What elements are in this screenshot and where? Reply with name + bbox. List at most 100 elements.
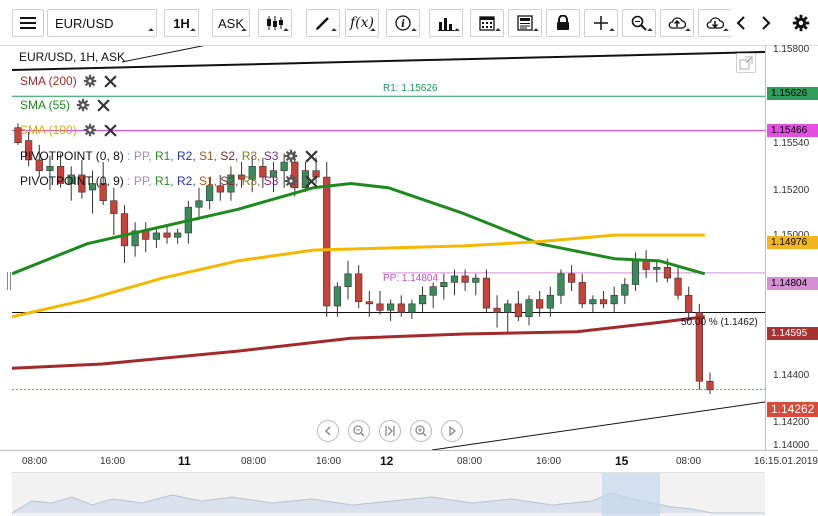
- close-icon[interactable]: [104, 74, 117, 88]
- settings-button[interactable]: [790, 9, 812, 37]
- close-icon[interactable]: [104, 123, 117, 137]
- pivot-item-label: R2,: [173, 149, 196, 163]
- pivot-item-label: S2,: [217, 149, 239, 163]
- legend-pivot-2[interactable]: PIVOTPOINT (0, 9) : PP, R1, R2, S1, S2, …: [20, 174, 319, 188]
- zoom-button[interactable]: [622, 9, 656, 37]
- candle-body: [35, 159, 43, 171]
- gear-icon[interactable]: [76, 98, 90, 112]
- candle-body: [355, 273, 363, 303]
- candle-body: [88, 183, 97, 191]
- candle-body: [259, 166, 267, 178]
- candle-body: [152, 232, 161, 240]
- chevron-right-icon: [762, 16, 771, 30]
- pp-annotation: PP: 1.14804: [383, 273, 439, 284]
- pivot-item-label: R3,: [238, 174, 261, 188]
- x-tick-label: 16:00: [536, 456, 562, 467]
- candle-body: [195, 200, 203, 208]
- overview-navigator[interactable]: [11, 472, 765, 516]
- gear-icon[interactable]: [284, 149, 298, 163]
- candle-body: [78, 174, 86, 193]
- close-icon[interactable]: [305, 174, 319, 188]
- candle-body: [706, 380, 714, 391]
- interval-label: 1H: [173, 15, 190, 31]
- candle-body: [685, 294, 693, 313]
- crosshair-button[interactable]: [584, 9, 618, 37]
- gear-icon[interactable]: [284, 174, 298, 188]
- popout-icon: [739, 56, 753, 70]
- y-tick-label: 1.14400: [773, 370, 810, 381]
- news-button[interactable]: [508, 9, 542, 37]
- candle-body: [56, 166, 65, 184]
- candle-body: [567, 273, 576, 283]
- interval-select[interactable]: 1H: [164, 9, 199, 37]
- gear-icon[interactable]: [83, 74, 97, 88]
- sma-200-line: [12, 315, 705, 370]
- pivot-item-label: S1,: [195, 174, 218, 188]
- pivot-item-label: S3: [260, 149, 279, 163]
- candle-body: [67, 174, 75, 184]
- gear-icon: [792, 14, 810, 32]
- lock-button[interactable]: [546, 9, 580, 37]
- reset-view-button[interactable]: [379, 420, 401, 442]
- candle-body: [46, 166, 54, 171]
- price-chart[interactable]: [12, 46, 765, 450]
- nav-back-button[interactable]: [317, 420, 339, 442]
- info-button[interactable]: i: [386, 9, 420, 37]
- candle-body: [269, 170, 278, 178]
- upload-button[interactable]: [660, 9, 694, 37]
- candle-body: [99, 183, 107, 202]
- candle-body: [557, 273, 565, 296]
- panel-resize-handle[interactable]: [7, 272, 11, 290]
- r1-annotation: R1: 1.15626: [383, 83, 438, 94]
- zoom-in-button[interactable]: [410, 420, 432, 442]
- price-tag-magenta-level: 1.15466: [767, 124, 818, 137]
- y-tick-label: 1.14000: [773, 440, 810, 449]
- popout-button[interactable]: [736, 53, 756, 73]
- candle-body: [280, 161, 288, 171]
- instrument-legend: EUR/USD, 1H, ASK: [19, 50, 125, 64]
- candle-body: [365, 301, 373, 305]
- price-tag-r1: 1.15626: [767, 87, 818, 100]
- close-icon[interactable]: [97, 98, 110, 112]
- candle-body: [514, 303, 522, 318]
- x-tick-label: 16:00: [100, 456, 126, 467]
- info-icon: i: [395, 15, 411, 31]
- menu-button[interactable]: [12, 9, 44, 37]
- pivot-separator: :: [123, 174, 134, 188]
- legend-sma-100[interactable]: SMA (100): [20, 123, 117, 137]
- candle-body: [174, 232, 182, 238]
- symbol-select[interactable]: EUR/USD: [47, 9, 157, 37]
- side-select[interactable]: ASK: [212, 9, 250, 37]
- time-axis[interactable]: [0, 450, 818, 472]
- indicators-button[interactable]: [429, 9, 463, 37]
- candle-body: [120, 213, 129, 247]
- draw-button[interactable]: [306, 9, 340, 37]
- nav-forward-button[interactable]: [441, 420, 463, 442]
- legend-sma-200[interactable]: SMA (200): [20, 74, 117, 88]
- reset-view-icon: [385, 426, 395, 436]
- pivot-item-label: R3,: [238, 149, 261, 163]
- legend-sma-55[interactable]: SMA (55): [20, 98, 110, 112]
- candle-body: [610, 294, 618, 305]
- chart-type-button[interactable]: [258, 9, 292, 37]
- candle-body: [482, 277, 491, 309]
- scroll-right-button[interactable]: [756, 9, 776, 37]
- calendar-button[interactable]: [470, 9, 504, 37]
- candle-body: [429, 286, 437, 296]
- candle-body: [237, 174, 246, 180]
- price-tag-sma-200: 1.14595: [767, 327, 818, 340]
- price-tag-last: 1.14262: [767, 402, 818, 417]
- pivot-item-label: R1,: [151, 174, 174, 188]
- legend-pivot-1[interactable]: PIVOTPOINT (0, 8) : PP, R1, R2, S1, S2, …: [20, 149, 319, 163]
- close-icon[interactable]: [305, 149, 319, 163]
- candle-body: [344, 273, 352, 287]
- zoom-out-button[interactable]: [348, 420, 370, 442]
- candle-body: [631, 260, 640, 285]
- scroll-left-button[interactable]: [731, 9, 751, 37]
- chart-toolbar: EUR/USD 1H ASK f(x) i: [0, 0, 818, 46]
- gear-icon[interactable]: [83, 123, 97, 137]
- y-tick-label: 1.15540: [773, 138, 810, 149]
- fib-annotation: 50.00 % (1.1462): [681, 317, 758, 328]
- download-button[interactable]: [698, 9, 732, 37]
- function-button[interactable]: f(x): [345, 9, 379, 37]
